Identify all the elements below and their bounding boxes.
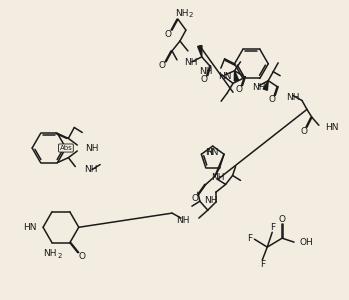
Text: HN: HN	[206, 148, 219, 157]
Text: O: O	[191, 194, 198, 203]
Text: O: O	[300, 127, 307, 136]
Text: NH: NH	[252, 83, 266, 92]
Text: 2: 2	[58, 253, 62, 259]
Text: F: F	[270, 223, 275, 232]
Text: NH: NH	[175, 9, 189, 18]
Text: F: F	[260, 260, 265, 269]
Text: OH: OH	[300, 238, 314, 247]
Text: N: N	[206, 148, 213, 157]
Text: O: O	[200, 75, 207, 84]
Text: O: O	[279, 215, 285, 224]
Text: NH: NH	[204, 196, 217, 205]
Text: NH: NH	[84, 165, 98, 174]
Text: NH: NH	[286, 93, 299, 102]
Text: HN: HN	[24, 223, 37, 232]
Text: NH: NH	[177, 216, 190, 225]
Text: NH: NH	[184, 58, 198, 67]
Text: F: F	[247, 234, 252, 243]
Text: O: O	[158, 61, 165, 70]
Polygon shape	[263, 81, 268, 90]
Text: NH: NH	[211, 173, 224, 182]
Text: NH: NH	[43, 249, 57, 258]
Text: NH: NH	[85, 143, 99, 152]
Text: HN: HN	[325, 123, 338, 132]
Text: HN: HN	[218, 72, 231, 81]
Text: O: O	[269, 95, 276, 104]
Polygon shape	[198, 46, 202, 57]
Text: NH: NH	[199, 67, 213, 76]
Text: Abs: Abs	[59, 145, 72, 151]
Text: O: O	[164, 30, 172, 39]
Text: O: O	[78, 252, 85, 261]
Text: 2: 2	[189, 12, 193, 18]
Text: O: O	[236, 85, 243, 94]
Polygon shape	[235, 71, 239, 81]
